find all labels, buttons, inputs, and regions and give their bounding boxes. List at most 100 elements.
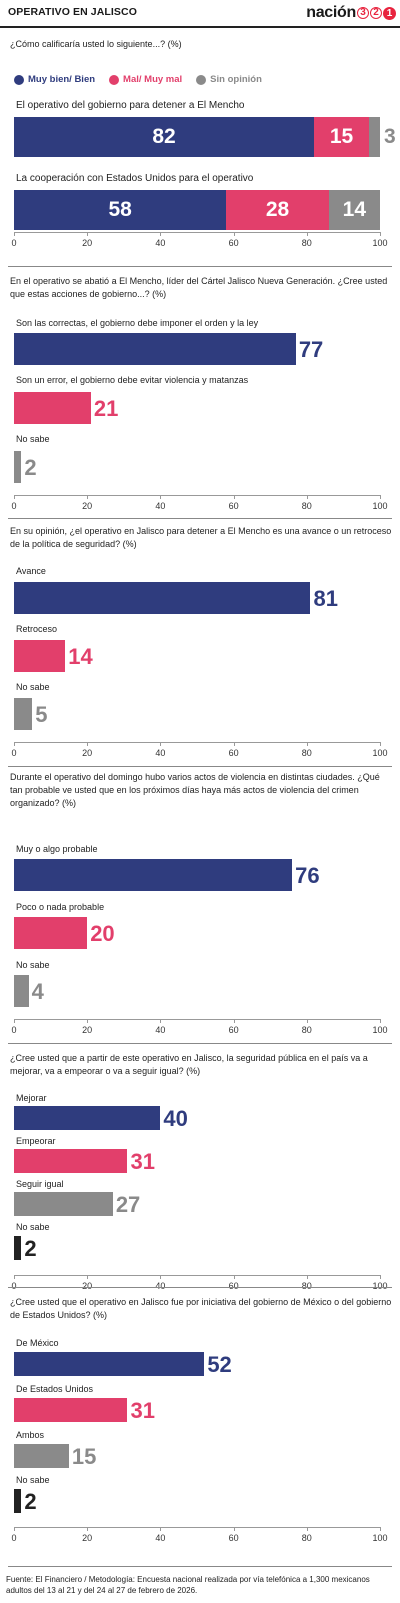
section-divider (8, 1287, 392, 1288)
section-divider (8, 266, 392, 267)
bar-segment: 58 (14, 190, 226, 230)
legend-item: Mal/ Muy mal (109, 74, 182, 85)
x-axis-tick-label: 60 (229, 1281, 239, 1291)
x-axis-tick-label: 40 (155, 1533, 165, 1543)
legend-swatch (196, 75, 206, 85)
x-axis-tick-label: 0 (11, 238, 16, 248)
data-label: 15 (330, 125, 353, 149)
section-divider (8, 1566, 392, 1567)
source-note: Fuente: El Financiero / Metodología: Enc… (6, 1574, 394, 1596)
logo-digit: 1 (383, 7, 396, 20)
stacked-bar: 82 15 3 (14, 117, 380, 157)
data-label: 82 (152, 125, 175, 149)
x-axis: 0 20 40 60 80 100 (14, 742, 380, 758)
x-axis-line (14, 232, 380, 233)
x-axis-tick (234, 742, 235, 746)
x-axis-tick (234, 1275, 235, 1279)
x-axis-tick (87, 742, 88, 746)
x-axis-tick-label: 100 (372, 748, 387, 758)
legend-item: Muy bien/ Bien (14, 74, 95, 85)
x-axis-tick (160, 742, 161, 746)
nacion321-logo: nación 3 2 1 (306, 3, 396, 23)
data-label: 77 (299, 339, 323, 361)
data-label: 27 (116, 1194, 140, 1216)
bar-segment: 3 (369, 117, 380, 157)
x-axis-line (14, 1019, 380, 1020)
data-label: 81 (313, 588, 337, 610)
bar (14, 1149, 127, 1173)
x-axis-tick (234, 1527, 235, 1531)
x-axis-tick-label: 80 (302, 238, 312, 248)
question-text: ¿Cree usted que a partir de este operati… (10, 1052, 392, 1078)
bar (14, 698, 32, 730)
bar (14, 1398, 127, 1422)
x-axis-tick-label: 60 (229, 1025, 239, 1035)
bar (14, 1236, 21, 1260)
category-label: Mejorar (16, 1093, 47, 1103)
x-axis-tick-label: 80 (302, 1281, 312, 1291)
legend-label: Mal/ Muy mal (123, 74, 182, 85)
x-axis-tick (380, 495, 381, 499)
category-label: Son un error, el gobierno debe evitar vi… (16, 375, 248, 385)
data-label: 28 (266, 198, 289, 222)
bar (14, 1489, 21, 1513)
x-axis: 0 20 40 60 80 100 (14, 1527, 380, 1543)
x-axis-tick-label: 60 (229, 501, 239, 511)
x-axis-tick (14, 495, 15, 499)
x-axis-tick-label: 40 (155, 1281, 165, 1291)
legend-label: Muy bien/ Bien (28, 74, 95, 85)
x-axis-tick (87, 1527, 88, 1531)
category-label: De México (16, 1338, 59, 1348)
x-axis-tick (160, 1527, 161, 1531)
logo-word: nación (306, 4, 356, 22)
data-label: 15 (72, 1446, 96, 1468)
data-label: 2 (24, 457, 36, 479)
bar (14, 1192, 113, 1216)
bar (14, 975, 29, 1007)
x-axis-tick (380, 1275, 381, 1279)
section-divider (8, 518, 392, 519)
x-axis-tick (14, 1275, 15, 1279)
data-label: 14 (343, 198, 366, 222)
x-axis-tick-label: 100 (372, 1281, 387, 1291)
question-text: En el operativo se abatió a El Mencho, l… (10, 275, 392, 301)
data-label: 3 (384, 125, 396, 149)
category-label: No sabe (16, 1475, 50, 1485)
logo-digit: 3 (357, 7, 369, 19)
x-axis-tick-label: 0 (11, 748, 16, 758)
x-axis-tick-label: 20 (82, 238, 92, 248)
x-axis-tick-label: 0 (11, 501, 16, 511)
x-axis-tick (14, 1527, 15, 1531)
x-axis-tick-label: 60 (229, 1533, 239, 1543)
x-axis: 0 20 40 60 80 100 (14, 495, 380, 511)
stacked-bar: 58 28 14 (14, 190, 380, 230)
section-divider (8, 1043, 392, 1044)
x-axis-tick (380, 232, 381, 236)
x-axis: 0 20 40 60 80 100 (14, 232, 380, 248)
x-axis-tick (307, 1019, 308, 1023)
bar (14, 1352, 204, 1376)
x-axis-tick (14, 232, 15, 236)
category-label: No sabe (16, 434, 50, 444)
data-label: 21 (94, 398, 118, 420)
x-axis-tick-label: 40 (155, 501, 165, 511)
bar-segment: 28 (226, 190, 328, 230)
x-axis-tick (307, 742, 308, 746)
x-axis-tick (380, 1019, 381, 1023)
question-text: ¿Cree usted que el operativo en Jalisco … (10, 1296, 392, 1322)
bar (14, 451, 21, 483)
data-label: 40 (163, 1108, 187, 1130)
data-label: 2 (24, 1238, 36, 1260)
x-axis-tick-label: 0 (11, 1533, 16, 1543)
x-axis-tick (87, 1019, 88, 1023)
question-text: ¿Cómo calificaría usted lo siguiente...?… (10, 38, 392, 51)
category-label: No sabe (16, 1222, 50, 1232)
x-axis-tick-label: 60 (229, 748, 239, 758)
x-axis-tick-label: 60 (229, 238, 239, 248)
x-axis-tick (234, 232, 235, 236)
x-axis-tick (160, 1019, 161, 1023)
x-axis-tick-label: 20 (82, 1025, 92, 1035)
category-label: Seguir igual (16, 1179, 64, 1189)
x-axis-tick (160, 232, 161, 236)
legend-swatch (14, 75, 24, 85)
